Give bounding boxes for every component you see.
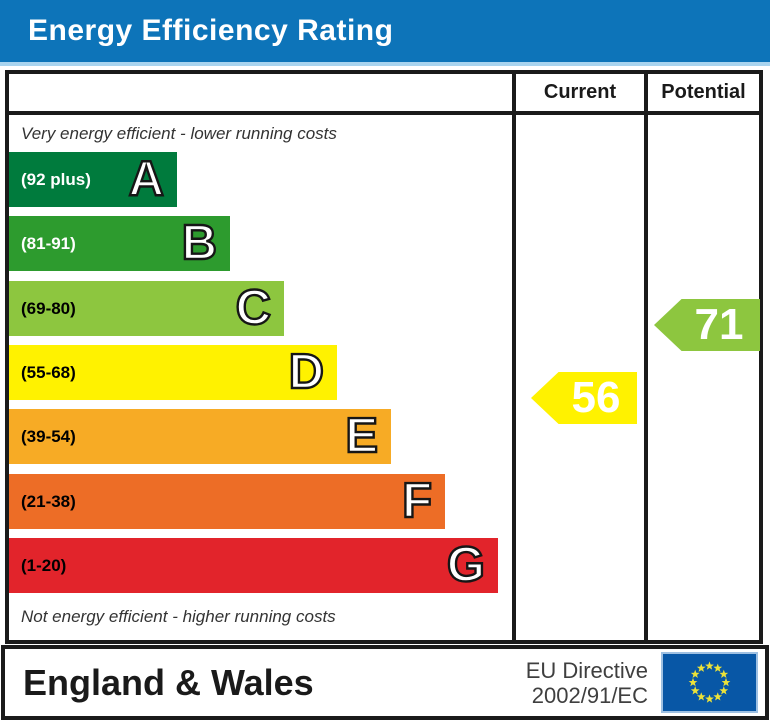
header-rule [9,111,759,115]
top-caption: Very energy efficient - lower running co… [21,124,337,143]
region-label: England & Wales [23,661,314,703]
column-divider-potential [644,74,648,640]
band-row: (55-68) D [9,344,337,400]
rating-table: Current Potential Very energy efficient … [5,70,763,644]
band-letter: C [234,280,272,336]
band-letter: F [401,473,433,529]
band-row: (1-20) G [9,537,498,593]
band-row: (39-54) E [9,408,391,464]
band-letter: E [344,408,379,464]
column-divider-current [512,74,516,640]
band-range-label: (21-38) [21,492,76,511]
title-bar: Energy Efficiency Rating [0,0,770,66]
band-letter: D [287,344,325,400]
footer-bar: England & Wales EU Directive 2002/91/EC [1,645,769,720]
band-range-label: (69-80) [21,299,76,318]
potential-rating-value: 71 [694,300,744,349]
band-row: (21-38) F [9,473,445,529]
band-letter: G [446,537,487,593]
current-rating-value: 56 [571,373,621,422]
header-current-label: Current [543,81,617,103]
rating-table-inner: Current Potential Very energy efficient … [9,74,759,640]
band-row: (81-91) B [9,215,230,271]
eu-directive-line2: 2002/91/EC [531,682,648,708]
eu-directive-label: EU Directive 2002/91/EC [526,658,648,708]
band-row: (69-80) C [9,280,284,336]
band-range-label: (1-20) [21,556,67,575]
band-letter: B [180,215,218,271]
band-range-label: (81-91) [21,234,76,253]
band-range-label: (55-68) [21,363,76,382]
band-letter: A [127,151,165,207]
band-range-label: (92 plus) [21,170,91,189]
eu-flag-icon [661,652,758,713]
eu-directive-line1: EU Directive [525,657,648,683]
band-range-label: (39-54) [21,427,76,446]
band-row: (92 plus) A [9,151,177,207]
bottom-caption: Not energy efficient - higher running co… [21,607,336,626]
page-title: Energy Efficiency Rating [28,14,394,47]
footer-right-group: EU Directive 2002/91/EC [526,652,765,713]
header-potential-label: Potential [661,81,746,103]
